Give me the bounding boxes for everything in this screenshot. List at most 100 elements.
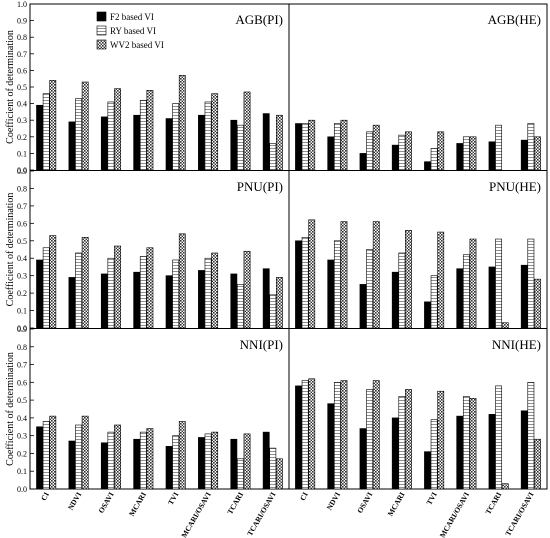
bar-f2 (133, 114, 141, 171)
bar-wv2 (114, 424, 121, 490)
bar-wv2 (243, 433, 251, 490)
bar-f2 (133, 438, 141, 490)
y-tick-label: 0.5 (17, 396, 27, 405)
y-tick-label: 0.0 (17, 166, 27, 175)
bar-ry (204, 433, 212, 490)
bar-f2 (230, 438, 238, 490)
legend-swatch-f2 (96, 11, 107, 22)
panel-agb-he: AGB(HE) (295, 12, 541, 171)
x-tick-label: NDVI (66, 490, 83, 511)
bar-ry (333, 240, 341, 329)
bar-ry (495, 385, 503, 490)
y-tick-label: 0.3 (17, 116, 27, 125)
bar-f2 (68, 277, 76, 329)
bar-ry (301, 380, 309, 490)
y-tick-label: 0.0 (17, 485, 27, 494)
bar-ry (430, 419, 438, 490)
bar-wv2 (114, 245, 121, 329)
bar-ry (42, 247, 50, 329)
bar-wv2 (372, 380, 380, 490)
x-tick-label: MCARI/OSAVI (179, 490, 212, 538)
bar-wv2 (243, 250, 251, 329)
bar-ry (172, 259, 180, 329)
bar-f2 (424, 451, 431, 490)
bar-f2 (520, 139, 528, 171)
bar-wv2 (534, 438, 541, 490)
bar-ry (75, 98, 82, 171)
bar-f2 (36, 104, 43, 171)
bar-ry (462, 396, 470, 490)
bar-ry (430, 275, 438, 329)
bar-ry (333, 382, 341, 490)
y-axis-label: Coefficient of determination (5, 352, 16, 466)
bar-wv2 (211, 431, 219, 490)
bar-f2 (391, 271, 399, 329)
legend-label: F2 based VI (110, 12, 154, 22)
bar-f2 (262, 268, 270, 329)
bar-f2 (36, 259, 43, 329)
bar-wv2 (534, 136, 541, 171)
y-tick-label: 0.2 (17, 289, 27, 298)
y-tick-label: 0.4 (17, 254, 27, 263)
bar-wv2 (437, 131, 445, 171)
y-axis-label: Coefficient of determination (5, 30, 16, 144)
x-tick-label: MCARI/OSAVI (438, 490, 471, 538)
bar-ry (139, 99, 147, 171)
x-tick-label: TCARI (225, 490, 245, 516)
bar-f2 (424, 301, 431, 329)
y-tick-label: 0.7 (17, 50, 27, 59)
panel-title: PNU(PI) (237, 179, 283, 194)
bar-ry (269, 294, 277, 329)
y-tick-label: 0.5 (17, 237, 27, 246)
bar-ry (139, 256, 147, 329)
y-tick-label: 0.3 (17, 432, 27, 441)
bar-wv2 (81, 415, 89, 490)
y-tick-label: 0.3 (17, 272, 27, 281)
bar-wv2 (178, 421, 186, 490)
y-tick-label: 1.0 (17, 0, 27, 9)
bar-ry (301, 236, 309, 329)
x-tick-label: CI (298, 490, 310, 502)
bar-wv2 (340, 119, 348, 171)
y-tick-label: 0.1 (17, 467, 27, 476)
panel-nni-pi: 0.0 0.1 0.2 0.3 0.4 0.5 0.6 0.7 0.8 0.9 NNI(PI) Coe… (5, 325, 283, 494)
x-tick-label: OSAVI (96, 490, 115, 514)
bar-f2 (359, 153, 367, 171)
bar-ry (172, 435, 180, 490)
bar-wv2 (469, 238, 477, 329)
bar-wv2 (469, 398, 477, 490)
bar-ry (269, 143, 277, 171)
bar-wv2 (276, 458, 283, 490)
bar-ry (495, 124, 503, 171)
bar-f2 (230, 119, 238, 171)
legend-label: RY based VI (110, 26, 156, 36)
bar-f2 (198, 270, 205, 329)
y-tick-label: 0.9 (17, 167, 27, 176)
bar-f2 (165, 446, 173, 490)
bar-f2 (262, 113, 270, 171)
y-tick-label: 0.2 (17, 133, 27, 142)
bar-ry (237, 124, 244, 171)
y-tick-label: 0.9 (17, 17, 27, 26)
panel-title: NNI(HE) (492, 337, 541, 352)
bar-wv2 (372, 221, 380, 329)
bar-wv2 (405, 230, 412, 329)
bar-f2 (488, 141, 496, 171)
y-tick-label: 0.9 (17, 325, 27, 334)
bar-f2 (165, 118, 173, 171)
y-tick-label: 0.8 (17, 184, 27, 193)
bar-ry (237, 458, 244, 490)
bar-f2 (488, 414, 496, 490)
panel-title: NNI(PI) (240, 337, 283, 352)
bar-ry (366, 389, 374, 490)
bar-wv2 (146, 247, 154, 329)
bar-f2 (359, 428, 367, 490)
panel-title: PNU(HE) (489, 179, 541, 194)
bar-ry (462, 136, 470, 171)
y-tick-label: 0.6 (17, 378, 27, 387)
x-tick-label: TCARI/OSAVI (245, 490, 277, 537)
bar-ry (269, 447, 277, 490)
bar-wv2 (49, 235, 57, 329)
bar-f2 (230, 273, 238, 329)
